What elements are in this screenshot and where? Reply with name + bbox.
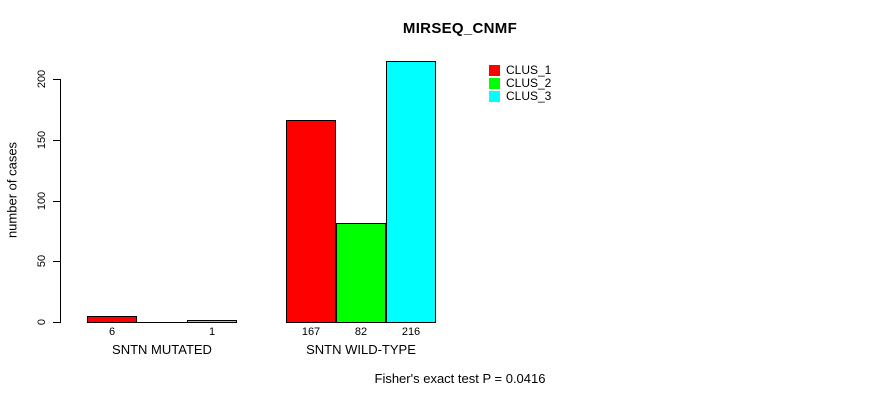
bar-value-label: 1 (208, 326, 216, 338)
y-tick-label: 50 (36, 255, 48, 268)
legend-swatch-clus-3-icon (489, 91, 500, 102)
bar-clus-2-sntn-wild-type (336, 223, 386, 323)
bar-clus-1-sntn-wild-type (286, 120, 336, 323)
bar-value-label: 216 (401, 326, 421, 338)
bar-value-label: 82 (354, 326, 368, 338)
y-axis-tick (53, 200, 60, 202)
y-axis-tick (53, 322, 60, 323)
y-tick-label: 100 (36, 191, 48, 210)
bar-clus-3-sntn-mutated (187, 320, 237, 323)
y-tick-label: 0 (36, 318, 48, 326)
y-axis-tick (53, 139, 60, 141)
legend-item-clus-3: CLUS_3 (489, 90, 551, 103)
bar-clus-1-sntn-mutated (87, 316, 137, 323)
bar-clus-3-sntn-wild-type (386, 61, 436, 323)
y-axis-tick (53, 79, 60, 80)
y-tick-label: 200 (36, 69, 48, 89)
legend-item-clus-2: CLUS_2 (489, 77, 551, 90)
legend-label-clus-3: CLUS_3 (506, 89, 552, 103)
fisher-test-caption: Fisher's exact test P = 0.0416 (374, 371, 546, 386)
legend: CLUS_1 CLUS_2 CLUS_3 (489, 64, 551, 103)
bar-value-label: 6 (108, 326, 116, 338)
legend-label-clus-1: CLUS_1 (506, 63, 552, 77)
chart-title: MIRSEQ_CNMF (402, 20, 518, 37)
legend-item-clus-1: CLUS_1 (489, 64, 551, 77)
legend-swatch-clus-2-icon (489, 78, 500, 89)
x-category-label-sntn-wild-type: SNTN WILD-TYPE (306, 342, 416, 357)
legend-label-clus-2: CLUS_2 (506, 76, 552, 90)
bar-value-label: 167 (301, 326, 321, 338)
y-axis-line (60, 79, 61, 323)
y-axis-title-text: number of cases (4, 141, 20, 239)
bar-clus-2-sntn-mutated (137, 322, 187, 323)
y-tick-label: 150 (36, 130, 48, 149)
y-axis-tick (53, 261, 60, 263)
x-category-label-sntn-mutated: SNTN MUTATED (112, 342, 212, 357)
legend-swatch-clus-1-icon (489, 65, 500, 76)
